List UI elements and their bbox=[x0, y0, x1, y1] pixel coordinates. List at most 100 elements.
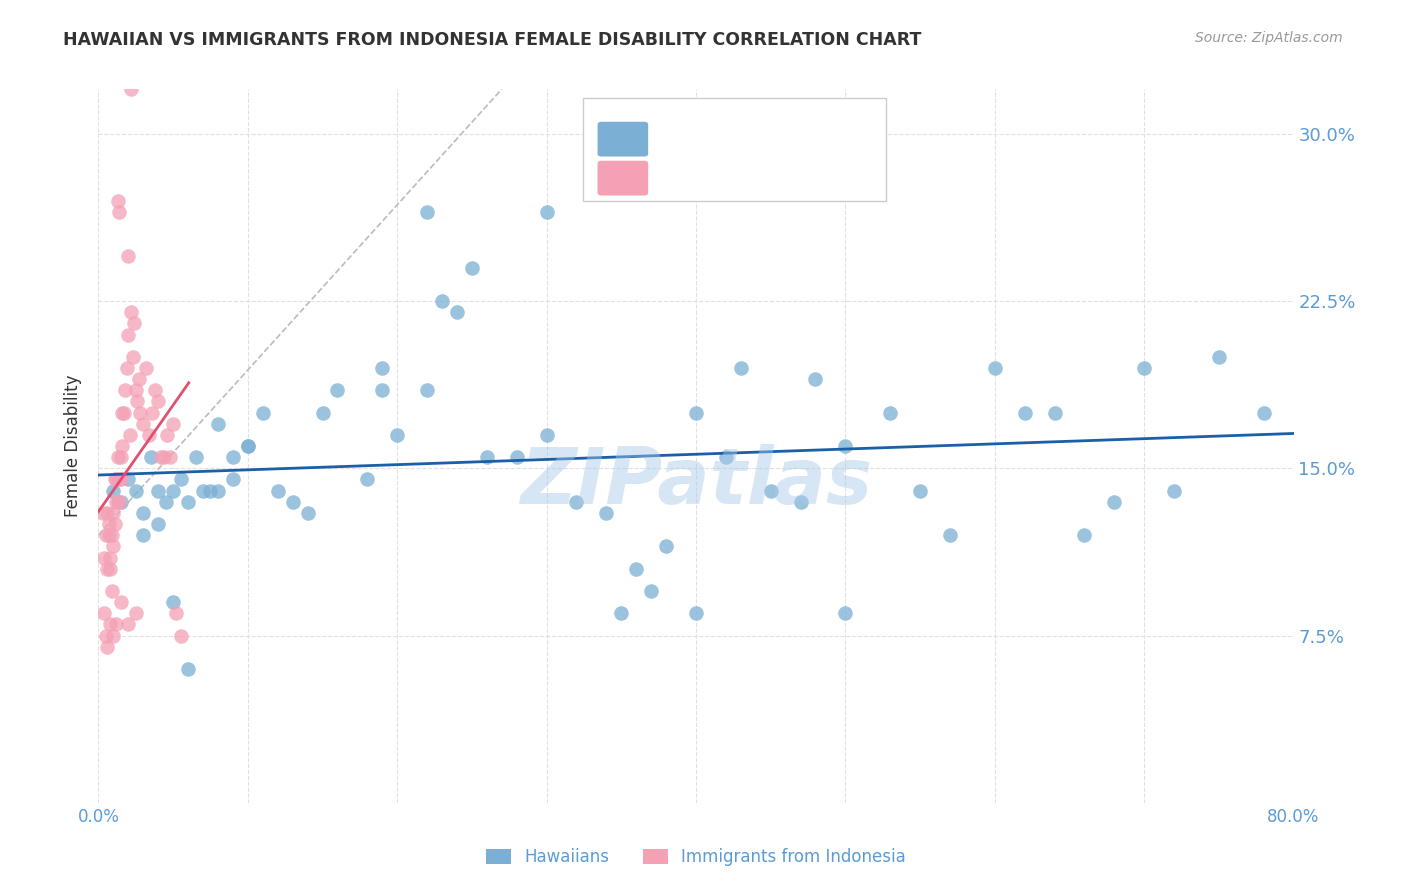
Point bbox=[371, 384, 394, 398]
Point bbox=[506, 450, 529, 464]
Point bbox=[222, 450, 245, 464]
Text: ZIPatlas: ZIPatlas bbox=[520, 443, 872, 520]
FancyBboxPatch shape bbox=[598, 121, 648, 157]
Point bbox=[105, 473, 128, 487]
Point bbox=[98, 562, 122, 576]
Point bbox=[759, 483, 782, 498]
Point bbox=[416, 204, 439, 219]
Point bbox=[127, 394, 149, 409]
Point bbox=[117, 617, 139, 632]
Point bbox=[475, 450, 498, 464]
Point bbox=[610, 607, 633, 621]
Point bbox=[112, 405, 135, 419]
Point bbox=[177, 662, 200, 676]
Point bbox=[191, 483, 214, 498]
Point bbox=[125, 483, 148, 498]
Point bbox=[108, 473, 131, 487]
Point bbox=[120, 82, 142, 96]
Point bbox=[125, 384, 148, 398]
Text: 60: 60 bbox=[793, 169, 815, 187]
Point bbox=[156, 427, 179, 442]
Point bbox=[103, 506, 125, 520]
Point bbox=[117, 249, 139, 264]
Point bbox=[132, 528, 155, 542]
Y-axis label: Female Disability: Female Disability bbox=[65, 375, 83, 517]
Point bbox=[184, 450, 207, 464]
Point bbox=[1073, 528, 1095, 542]
Point bbox=[153, 450, 176, 464]
Point bbox=[117, 473, 139, 487]
Point bbox=[834, 607, 856, 621]
Point bbox=[1043, 405, 1066, 419]
Point bbox=[108, 494, 131, 508]
Point bbox=[162, 595, 184, 609]
Point bbox=[132, 506, 155, 520]
Point bbox=[118, 427, 141, 442]
Point bbox=[148, 394, 170, 409]
Point bbox=[150, 450, 173, 464]
Text: R =: R = bbox=[655, 130, 692, 148]
Point bbox=[155, 494, 177, 508]
Point bbox=[461, 260, 484, 275]
Text: N =: N = bbox=[747, 169, 794, 187]
Point bbox=[96, 506, 118, 520]
Point bbox=[143, 384, 166, 398]
Point bbox=[789, 494, 811, 508]
Point bbox=[107, 494, 129, 508]
Point bbox=[207, 483, 229, 498]
Point bbox=[101, 583, 124, 598]
Point bbox=[200, 483, 222, 498]
Point bbox=[908, 483, 931, 498]
Point bbox=[356, 473, 378, 487]
Text: R =: R = bbox=[655, 169, 692, 187]
Point bbox=[162, 483, 184, 498]
Point bbox=[1163, 483, 1185, 498]
Point bbox=[117, 327, 139, 342]
Point bbox=[124, 316, 146, 330]
Point bbox=[252, 405, 274, 419]
Point bbox=[107, 450, 129, 464]
Point bbox=[115, 360, 138, 375]
Point bbox=[236, 439, 259, 453]
Point bbox=[536, 204, 558, 219]
Point bbox=[139, 450, 162, 464]
Point bbox=[120, 305, 142, 319]
Point bbox=[110, 473, 132, 487]
Point bbox=[114, 384, 136, 398]
Point bbox=[1014, 405, 1036, 419]
Point bbox=[804, 372, 827, 386]
Point bbox=[128, 372, 150, 386]
Point bbox=[97, 528, 120, 542]
Point bbox=[98, 617, 122, 632]
Point bbox=[207, 417, 229, 431]
Point bbox=[93, 607, 115, 621]
Text: 0.145: 0.145 bbox=[695, 130, 747, 148]
Point bbox=[96, 562, 118, 576]
Point bbox=[94, 628, 117, 642]
Point bbox=[111, 405, 134, 419]
Point bbox=[135, 360, 157, 375]
Point bbox=[159, 450, 181, 464]
Point bbox=[162, 417, 184, 431]
Point bbox=[132, 417, 155, 431]
Point bbox=[104, 473, 127, 487]
Point bbox=[110, 595, 132, 609]
Point bbox=[267, 483, 290, 498]
Point bbox=[655, 539, 678, 553]
Point bbox=[101, 528, 124, 542]
Point bbox=[104, 516, 127, 531]
Point bbox=[177, 494, 200, 508]
Point bbox=[105, 617, 128, 632]
Point bbox=[640, 583, 662, 598]
Point bbox=[714, 450, 737, 464]
Point bbox=[97, 516, 120, 531]
Point bbox=[311, 405, 333, 419]
Point bbox=[685, 405, 707, 419]
Point bbox=[1104, 494, 1126, 508]
Point bbox=[1208, 350, 1230, 364]
Point bbox=[626, 562, 648, 576]
Point bbox=[111, 439, 134, 453]
FancyBboxPatch shape bbox=[583, 98, 886, 201]
Point bbox=[169, 628, 191, 642]
Point bbox=[169, 473, 191, 487]
